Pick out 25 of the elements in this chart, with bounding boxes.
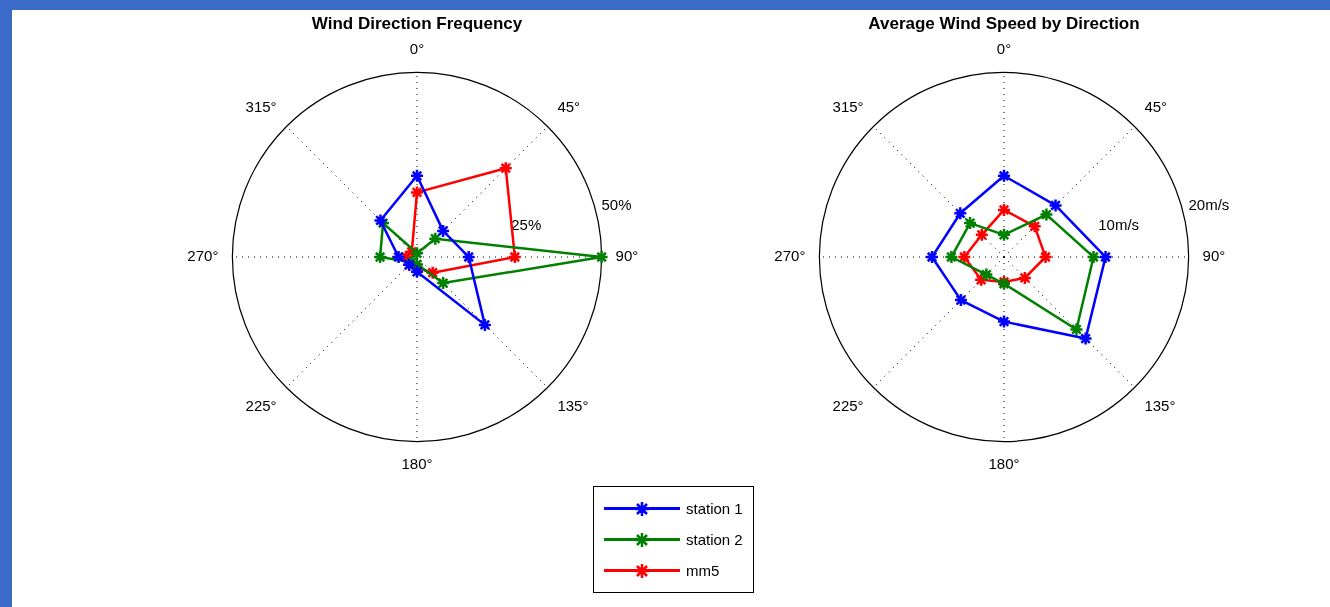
spoke-label: 90°: [1202, 247, 1226, 265]
text: station 2: [686, 531, 743, 548]
y-tick-label: 10m/s: [1098, 215, 1140, 233]
spoke-label: 0°: [996, 39, 1012, 57]
spoke-label: 135°: [1144, 396, 1176, 414]
spoke-label: 180°: [988, 454, 1020, 472]
y-tick-label: 20m/s: [1188, 196, 1230, 214]
spoke-label: 315°: [245, 97, 277, 115]
y-tick-label: 25%: [511, 215, 542, 233]
spoke-label: 90°: [615, 247, 639, 265]
chart-title: Wind Direction Frequency: [311, 13, 523, 33]
spoke-label: 45°: [1144, 97, 1168, 115]
spoke-label: 270°: [187, 247, 219, 265]
y-tick-label: 50%: [601, 196, 632, 214]
spoke-label: 180°: [401, 454, 433, 472]
spoke-label: 270°: [774, 247, 806, 265]
spoke-label: 225°: [245, 396, 277, 414]
spoke-label: 45°: [557, 97, 581, 115]
spoke-label: 135°: [557, 396, 589, 414]
text: mm5: [686, 562, 720, 579]
spoke-label: 315°: [832, 97, 864, 115]
text: station 1: [686, 500, 743, 517]
spoke-label: 225°: [832, 396, 864, 414]
chart-title: Average Wind Speed by Direction: [868, 13, 1140, 33]
spoke-label: 0°: [409, 39, 425, 57]
